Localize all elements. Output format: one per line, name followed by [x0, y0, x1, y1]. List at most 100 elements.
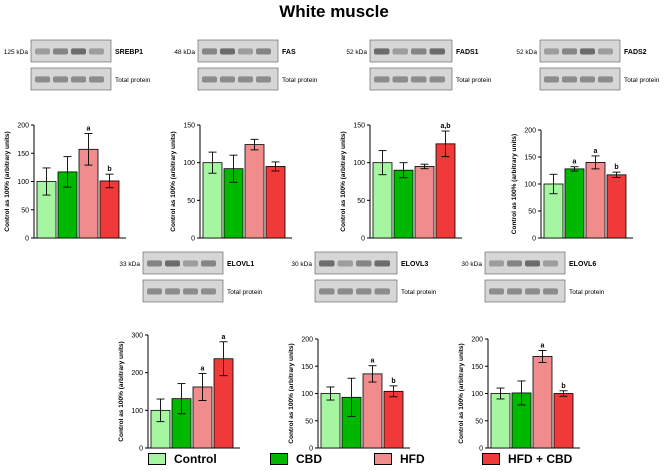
- y-axis-label: Control as 100% (arbitrary units): [458, 343, 465, 443]
- blot-band: [411, 76, 427, 83]
- bar-cbd: [564, 168, 585, 239]
- blot-band: [580, 76, 595, 83]
- y-tick-label: 0: [139, 446, 143, 453]
- y-axis-label: Control as 100% (arbitrary units): [170, 131, 177, 231]
- y-tick-label: 50: [21, 207, 29, 214]
- legend-label-hfd: HFD: [400, 452, 425, 466]
- protein-label: ELOVL3: [401, 261, 428, 268]
- y-tick-label: 100: [524, 182, 536, 189]
- blot-band: [201, 260, 216, 267]
- blot-band: [337, 260, 353, 267]
- protein-label: ELOVL1: [227, 261, 254, 268]
- y-tick-label: 200: [524, 128, 536, 135]
- blot-band: [183, 288, 198, 295]
- y-tick-label: 100: [353, 160, 365, 167]
- blot-band: [53, 76, 68, 83]
- y-tick-label: 50: [305, 418, 313, 425]
- blot-band: [89, 48, 104, 55]
- bar-control: [490, 393, 511, 449]
- y-tick-label: 50: [357, 198, 365, 205]
- protein-label: FADS1: [456, 49, 479, 56]
- blot-band: [562, 76, 577, 83]
- kda-label: 125 kDa: [4, 49, 29, 56]
- y-tick-label: 100: [471, 391, 483, 398]
- bar-hfd-cbd: [435, 143, 456, 239]
- y-tick-label: 200: [471, 337, 483, 344]
- blot-band: [201, 288, 216, 295]
- panel-fads2: 52 kDa FADS2 Total protein 0 50 100 150 200 Cont…: [511, 39, 660, 243]
- y-tick-label: 0: [532, 236, 536, 243]
- blot-band: [319, 288, 335, 295]
- protein-label: FADS2: [624, 49, 647, 56]
- y-axis-label: Control as 100% (arbitrary units): [511, 134, 518, 234]
- blot-band: [374, 288, 390, 295]
- blot-band: [53, 48, 68, 55]
- blot-band: [392, 48, 408, 55]
- y-tick-label: 0: [25, 236, 29, 243]
- y-tick-label: 150: [353, 123, 365, 130]
- y-tick-label: 150: [471, 364, 483, 371]
- kda-label: 30 kDa: [461, 261, 482, 268]
- significance-letter: b: [391, 378, 395, 385]
- blot-band: [71, 76, 86, 83]
- blot-band: [238, 76, 253, 83]
- blot-band: [544, 76, 559, 83]
- loading-control-label: Total protein: [456, 77, 492, 84]
- y-tick-label: 150: [183, 123, 195, 130]
- blot-band: [392, 76, 408, 83]
- y-tick-label: 0: [191, 236, 195, 243]
- bar-control: [202, 162, 223, 239]
- panel-elovl6: 30 kDa ELOVL6 Total protein 0 50 100 150 200 Con…: [458, 251, 605, 452]
- y-tick-label: 50: [528, 209, 536, 216]
- y-tick-label: 100: [301, 391, 313, 398]
- y-tick-label: 100: [17, 179, 29, 186]
- bar-control: [320, 393, 341, 449]
- legend-label-control: Control: [174, 452, 217, 466]
- legend-item-control: Control: [148, 452, 217, 466]
- panel-fads1: 52 kDa FADS1 Total protein 0 50 100 150 Control…: [340, 39, 492, 243]
- blot-band: [598, 76, 613, 83]
- blot-band: [374, 76, 390, 83]
- blot-band: [256, 48, 271, 55]
- y-tick-label: 200: [131, 370, 143, 377]
- blot-band: [147, 288, 162, 295]
- loading-control-label: Total protein: [282, 77, 318, 84]
- y-tick-label: 0: [361, 236, 365, 243]
- y-tick-label: 300: [131, 333, 143, 340]
- blot-frame: [142, 279, 224, 303]
- bar-hfd: [244, 144, 265, 239]
- blot-band: [544, 48, 559, 55]
- blot-band: [598, 48, 613, 55]
- legend: Control CBD HFD HFD + CBD: [0, 452, 668, 472]
- significance-letter: a: [371, 358, 375, 365]
- protein-label: FAS: [282, 49, 296, 56]
- blot-band: [525, 260, 540, 267]
- loading-control-label: Total protein: [624, 77, 660, 84]
- blot-band: [374, 260, 390, 267]
- legend-swatch-hfd-cbd: [482, 453, 500, 465]
- blot-band: [256, 76, 271, 83]
- blot-band: [238, 48, 253, 55]
- kda-label: 52 kDa: [516, 49, 537, 56]
- y-axis-label: Control as 100% (arbitrary units): [118, 341, 125, 441]
- y-tick-label: 150: [524, 155, 536, 162]
- legend-label-hfd-cbd: HFD + CBD: [508, 452, 573, 466]
- blot-band: [374, 48, 390, 55]
- bar-cbd: [393, 169, 414, 239]
- loading-control-label: Total protein: [569, 289, 605, 296]
- kda-label: 30 kDa: [291, 261, 312, 268]
- legend-swatch-control: [148, 453, 166, 465]
- chart-canvas: 125 kDa SREBP1 Total protein 0 50 100 150 200 Co…: [4, 39, 660, 453]
- panel-elovl3: 30 kDa ELOVL3 Total protein 0 50 100 150 200 Con…: [288, 251, 437, 452]
- significance-letter: b: [107, 166, 111, 173]
- loading-control-label: Total protein: [401, 289, 437, 296]
- blot-band: [356, 260, 372, 267]
- bar-hfd: [585, 161, 606, 239]
- y-tick-label: 100: [183, 160, 195, 167]
- blot-band: [202, 76, 217, 83]
- blot-band: [489, 260, 504, 267]
- blot-band: [220, 76, 235, 83]
- bar-hfd: [414, 166, 435, 239]
- y-axis-label: Control as 100% (arbitrary units): [288, 343, 295, 443]
- blot-band: [202, 48, 217, 55]
